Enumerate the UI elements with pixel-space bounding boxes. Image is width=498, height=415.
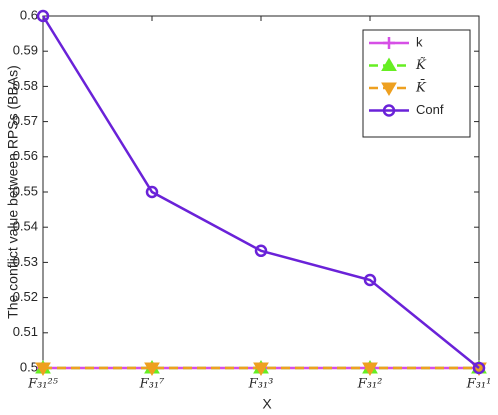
y-tick-label: 0.54 [13,219,38,234]
legend-label: K̄ [415,79,427,95]
x-tick-label: F₃₁² [357,377,383,392]
marker [144,362,160,376]
series-line [41,15,480,369]
marker [36,9,50,23]
x-axis-label: X [262,396,272,412]
legend-label: K̃ [415,57,427,73]
y-tick-label: 0.52 [13,289,38,304]
legend-box [362,29,471,138]
legend-marker [383,37,395,49]
y-tick-label: 0.6 [20,7,38,22]
y-tick-label: 0.57 [13,113,38,128]
marker [472,361,486,375]
marker [363,273,377,287]
y-axis-label: The conflict value between RPSs (BBAs) [5,65,21,319]
legend-marker [381,82,397,96]
legend-label: Conf [416,102,444,117]
y-tick-label: 0.59 [13,43,38,58]
x-tick-label: F₃₁¹ [466,377,492,392]
marker [362,362,378,376]
y-tick-label: 0.51 [13,324,38,339]
legend-marker [382,104,396,117]
y-tick-label: 0.5 [20,359,38,374]
y-tick-label: 0.53 [13,254,38,269]
x-tick-label: F₃₁²⁵ [27,377,59,392]
marker [254,244,268,258]
x-tick-label: F₃₁³ [248,377,274,392]
y-tick-label: 0.58 [13,78,38,93]
y-tick-label: 0.56 [13,148,38,163]
legend-label: k [416,34,423,49]
marker [253,362,269,376]
legend-marker [381,57,397,71]
x-tick-label: F₃₁⁷ [139,377,165,392]
marker [35,362,51,376]
y-tick-label: 0.55 [13,183,38,198]
marker [145,185,159,199]
